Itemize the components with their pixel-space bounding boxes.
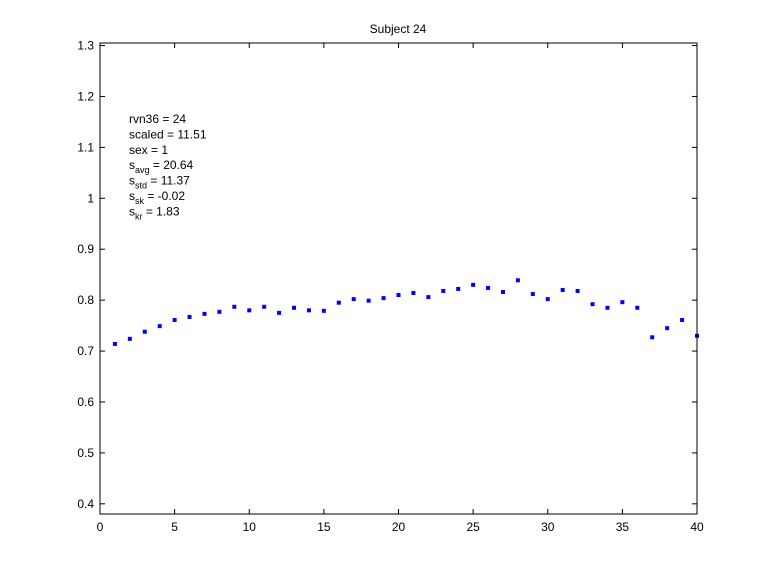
data-point [157,324,162,329]
data-point [366,298,371,303]
data-point [530,292,535,297]
x-tick-label: 35 [616,520,630,534]
data-point [187,314,192,319]
data-point [635,305,640,310]
data-point [247,308,252,313]
data-point [545,297,550,302]
data-point [381,296,386,301]
y-tick-label: 0.4 [77,497,94,511]
data-point [292,305,297,310]
data-point [127,336,132,341]
annotation-subscript: kr [135,211,143,221]
annotation-value: = 11.37 [147,174,190,188]
data-point [426,295,431,300]
annotation-line: skr = 1.83 [129,204,180,221]
annotation-text: s [129,158,135,172]
annotation-line: sex = 1 [129,143,168,157]
annotation-value: = 1.83 [143,204,180,218]
annotation-text: s [129,174,135,188]
data-point [486,285,491,290]
data-point [321,308,326,313]
data-point [575,288,580,293]
y-tick-label: 1.3 [77,39,94,53]
y-tick-label: 0.7 [77,344,94,358]
data-point [277,310,282,315]
annotation-line: rvn36 = 24 [129,112,186,126]
annotation-line: sstd = 11.37 [129,174,190,191]
y-tick-label: 0.5 [77,446,94,460]
y-tick-label: 0.6 [77,395,94,409]
data-point [605,305,610,310]
x-tick-label: 40 [690,520,704,534]
annotation-line: ssk = -0.02 [129,189,185,206]
annotation-subscript: std [135,181,147,191]
data-point [202,311,207,316]
x-tick-label: 15 [317,520,331,534]
annotation-line: savg = 20.64 [129,158,194,175]
data-point [351,297,356,302]
data-point [590,302,595,307]
data-point [560,287,565,292]
data-point [306,308,311,313]
annotation-value: = 20.64 [150,158,194,172]
annotation-text: s [129,189,135,203]
data-point [172,317,177,322]
data-point [680,317,685,322]
x-tick-label: 30 [541,520,555,534]
y-tick-label: 0.9 [77,242,94,256]
data-point [441,288,446,293]
data-point [336,300,341,305]
x-tick-label: 25 [466,520,480,534]
data-point [471,282,476,287]
data-point [665,326,670,331]
x-tick-label: 0 [97,520,104,534]
x-tick-label: 10 [243,520,257,534]
x-tick-label: 20 [392,520,406,534]
annotation-subscript: sk [135,196,145,206]
data-point [620,300,625,305]
data-point [515,278,520,283]
annotation-line: scaled = 11.51 [129,127,207,141]
chart-title: Subject 24 [370,22,427,36]
y-tick-label: 0.8 [77,293,94,307]
data-point [411,291,416,296]
data-point [500,289,505,294]
annotation-text: scaled = 11.51 [129,127,207,141]
data-point [142,329,147,334]
data-point [232,304,237,309]
y-tick-label: 1.2 [77,89,94,103]
annotation-subscript: avg [135,165,150,175]
data-point [396,293,401,298]
data-point [262,304,267,309]
annotation-text: rvn36 = 24 [129,112,186,126]
annotation-value: = -0.02 [144,189,185,203]
data-point [112,341,117,346]
data-point [456,286,461,291]
data-points [112,278,699,346]
plot-area-frame [99,42,698,515]
annotation-text: s [129,204,135,218]
y-tick-label: 1 [87,191,94,205]
data-point [217,309,222,314]
data-point [650,335,655,340]
axis-ticks: 0 5 10 15 20 25 30 35 40 0.4 0.5 0.6 0.7 0.8 0.9 1 1.1 1.… [77,39,704,534]
y-tick-label: 1.1 [77,140,94,154]
annotation-text: sex = 1 [129,143,168,157]
x-tick-label: 5 [171,520,178,534]
